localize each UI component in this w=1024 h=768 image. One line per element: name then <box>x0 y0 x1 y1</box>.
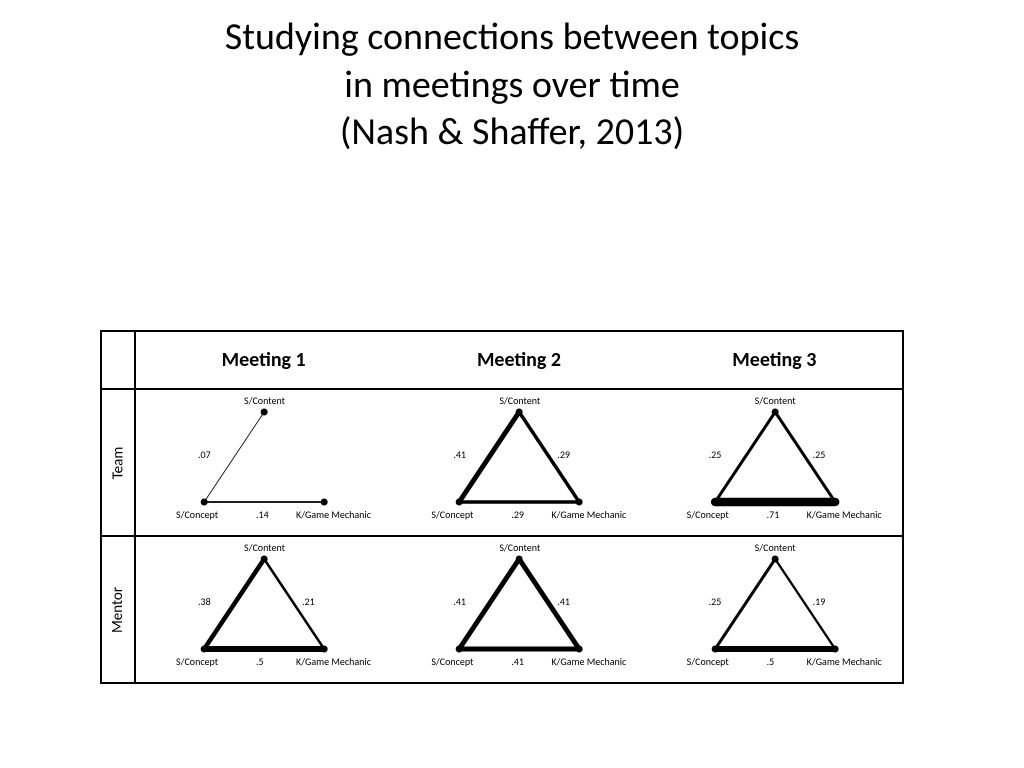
edge-right <box>519 559 579 649</box>
node-right <box>321 499 328 506</box>
edge-label-bottom: .14 <box>256 508 269 521</box>
node-right <box>576 646 583 653</box>
edge-label-left: .38 <box>198 595 211 608</box>
node-label-left: S/Concept <box>431 655 473 668</box>
edge-right <box>775 412 835 502</box>
col-header-2: Meeting 2 <box>391 332 646 388</box>
cell-mentor-m2: S/Content S/Concept K/Game Mechanic .41 .41.… <box>391 537 646 682</box>
header-stub <box>102 332 136 388</box>
node-left <box>201 646 208 653</box>
col-header-3: Meeting 3 <box>647 332 902 388</box>
node-left <box>711 646 718 653</box>
node-label-top: S/Content <box>755 541 796 554</box>
node-label-top: S/Content <box>244 541 285 554</box>
edge-label-bottom: .5 <box>767 655 775 668</box>
node-label-left: S/Concept <box>176 655 218 668</box>
edge-label-left: .41 <box>453 595 466 608</box>
slide-title: Studying connections between topics in m… <box>0 0 1024 157</box>
node-label-right: K/Game Mechanic <box>807 508 882 521</box>
diagram-table: Meeting 1 Meeting 2 Meeting 3 Team S/Con… <box>100 330 904 684</box>
edge-left <box>715 412 775 502</box>
node-label-right: K/Game Mechanic <box>551 655 626 668</box>
node-right <box>831 646 838 653</box>
node-label-left: S/Concept <box>431 508 473 521</box>
cell-team-m1: S/Content S/Concept K/Game Mechanic .07 .14 <box>136 390 391 535</box>
row-team: Team S/Content S/Concept K/Game Mechanic .0… <box>102 390 902 535</box>
node-label-top: S/Content <box>755 394 796 407</box>
edge-label-right: .25 <box>813 448 826 461</box>
edge-label-right: .29 <box>557 448 570 461</box>
node-top <box>516 556 523 563</box>
edge-left <box>715 559 775 649</box>
title-line-3: (Nash & Shaffer, 2013) <box>0 109 1024 157</box>
node-top <box>771 556 778 563</box>
edge-label-left: .07 <box>198 448 211 461</box>
edge-left <box>204 412 264 502</box>
node-left <box>711 499 718 506</box>
edge-label-left: .25 <box>709 595 722 608</box>
node-left <box>201 499 208 506</box>
node-label-right: K/Game Mechanic <box>296 655 371 668</box>
node-right <box>576 499 583 506</box>
edge-label-right: .21 <box>302 595 315 608</box>
edge-left <box>459 559 519 649</box>
node-label-right: K/Game Mechanic <box>807 655 882 668</box>
node-label-top: S/Content <box>499 541 540 554</box>
node-label-left: S/Concept <box>687 655 729 668</box>
cell-team-m2: S/Content S/Concept K/Game Mechanic .41 .29.… <box>391 390 646 535</box>
edge-left <box>459 412 519 502</box>
cell-mentor-m1: S/Content S/Concept K/Game Mechanic .38 .21.… <box>136 537 391 682</box>
edge-label-bottom: .41 <box>511 655 524 668</box>
node-top <box>516 409 523 416</box>
node-label-top: S/Content <box>499 394 540 407</box>
cell-team-m3: S/Content S/Concept K/Game Mechanic .25 .25.… <box>647 390 902 535</box>
edge-right <box>264 559 324 649</box>
node-label-top: S/Content <box>244 394 285 407</box>
title-line-1: Studying connections between topics <box>0 14 1024 62</box>
edge-right <box>519 412 579 502</box>
edge-label-bottom: .71 <box>767 508 780 521</box>
edge-label-right: .41 <box>557 595 570 608</box>
node-label-right: K/Game Mechanic <box>551 508 626 521</box>
edge-label-left: .25 <box>709 448 722 461</box>
edge-left <box>204 559 264 649</box>
node-top <box>261 556 268 563</box>
title-line-2: in meetings over time <box>0 62 1024 110</box>
edge-right <box>775 559 835 649</box>
row-mentor: Mentor S/Content S/Concept K/Game Mechanic… <box>102 535 902 682</box>
node-top <box>261 409 268 416</box>
edge-label-left: .41 <box>453 448 466 461</box>
node-top <box>771 409 778 416</box>
edge-label-right: .19 <box>813 595 826 608</box>
edge-label-bottom: .5 <box>256 655 264 668</box>
header-row: Meeting 1 Meeting 2 Meeting 3 <box>102 332 902 390</box>
row-label-mentor: Mentor <box>102 537 136 682</box>
row-label-team: Team <box>102 390 136 535</box>
node-left <box>456 499 463 506</box>
edge-label-bottom: .29 <box>511 508 524 521</box>
node-label-left: S/Concept <box>687 508 729 521</box>
node-left <box>456 646 463 653</box>
node-label-right: K/Game Mechanic <box>296 508 371 521</box>
node-right <box>321 646 328 653</box>
cell-mentor-m3: S/Content S/Concept K/Game Mechanic .25 .19.… <box>647 537 902 682</box>
col-header-1: Meeting 1 <box>136 332 391 388</box>
node-right <box>831 499 838 506</box>
node-label-left: S/Concept <box>176 508 218 521</box>
